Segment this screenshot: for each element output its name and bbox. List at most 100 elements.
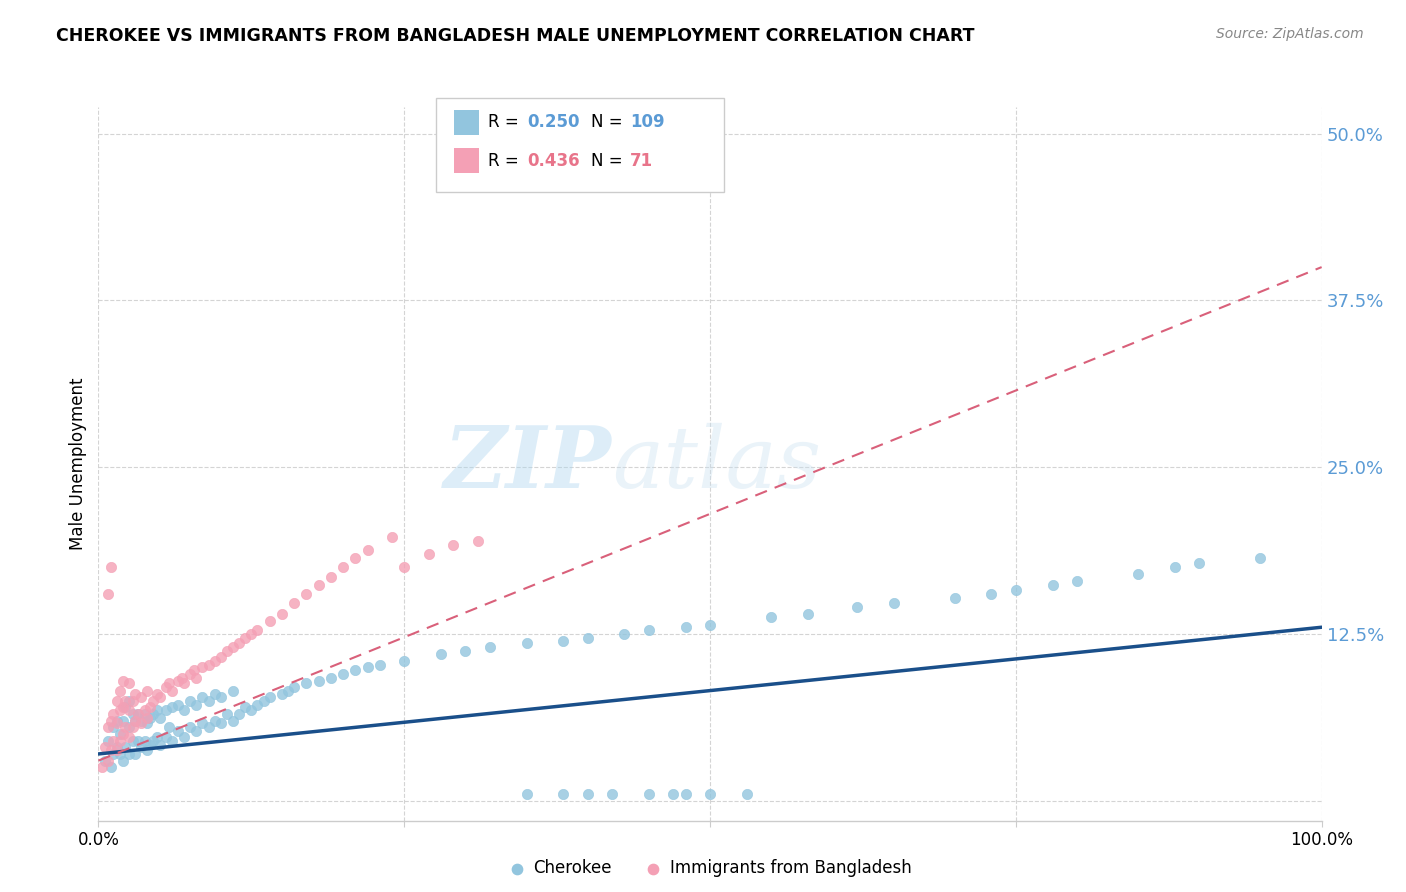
Point [553, 787, 575, 801]
Point [270, 687, 294, 701]
Point [980, 587, 1002, 601]
Point [209, 690, 232, 704]
Point [392, 654, 416, 668]
Point [576, 787, 599, 801]
Point [344, 550, 367, 565]
Point [270, 607, 294, 621]
Point [186, 671, 208, 685]
Point [105, 714, 128, 728]
Point [121, 693, 143, 707]
Point [110, 733, 132, 747]
Point [160, 733, 183, 747]
Point [111, 714, 134, 728]
Point [155, 680, 177, 694]
Point [114, 720, 136, 734]
Point [454, 644, 477, 658]
Point [392, 560, 416, 574]
Text: 109: 109 [630, 113, 665, 131]
Point [332, 560, 354, 574]
Point [118, 676, 141, 690]
Point [637, 787, 661, 801]
Point [136, 743, 159, 757]
Point [93, 754, 115, 768]
Point [233, 700, 256, 714]
Point [114, 740, 136, 755]
Text: 0.250: 0.250 [527, 113, 579, 131]
Point [222, 640, 245, 655]
Point [576, 631, 599, 645]
Text: R =: R = [488, 113, 524, 131]
Point [118, 730, 141, 744]
Point [139, 711, 162, 725]
Point [204, 714, 226, 728]
Point [179, 720, 201, 734]
Point [675, 787, 697, 801]
Point [344, 663, 367, 677]
Point [146, 730, 169, 744]
Point [197, 657, 219, 672]
Point [142, 693, 165, 707]
Point [381, 529, 404, 543]
Point [121, 706, 143, 721]
Point [1042, 577, 1064, 591]
Point [160, 700, 183, 714]
Point [100, 760, 122, 774]
Text: 71: 71 [630, 152, 652, 169]
Point [295, 587, 318, 601]
Point [129, 690, 152, 704]
Point [101, 747, 124, 761]
Point [215, 706, 238, 721]
Point [1128, 566, 1150, 581]
Point [699, 787, 721, 801]
Point [101, 733, 124, 747]
Point [101, 720, 124, 734]
Point [204, 687, 226, 701]
Point [467, 533, 489, 548]
Point [118, 693, 141, 707]
Text: CHEROKEE VS IMMIGRANTS FROM BANGLADESH MALE UNEMPLOYMENT CORRELATION CHART: CHEROKEE VS IMMIGRANTS FROM BANGLADESH M… [56, 27, 974, 45]
Text: Source: ZipAtlas.com: Source: ZipAtlas.com [1216, 27, 1364, 41]
Point [600, 787, 623, 801]
Point [204, 654, 226, 668]
Point [356, 660, 378, 674]
Point [191, 690, 214, 704]
Point [136, 684, 159, 698]
Point [136, 711, 159, 725]
Point [110, 747, 132, 761]
Point [332, 667, 354, 681]
Point [553, 633, 575, 648]
Point [186, 724, 208, 739]
Point [111, 673, 134, 688]
Point [105, 743, 128, 757]
Point [308, 673, 330, 688]
Point [167, 673, 190, 688]
Point [1249, 550, 1271, 565]
Point [111, 727, 134, 741]
Point [943, 591, 966, 605]
Point [157, 720, 180, 734]
Point [173, 703, 195, 717]
Point [146, 687, 169, 701]
Point [139, 738, 162, 752]
Point [124, 687, 146, 701]
Point [127, 733, 149, 747]
Point [319, 671, 342, 685]
Point [1004, 582, 1026, 597]
Point [139, 700, 162, 714]
Point [277, 684, 299, 698]
Point [179, 693, 201, 707]
Text: R =: R = [488, 152, 524, 169]
Point [883, 596, 905, 610]
Point [129, 740, 152, 755]
Point [368, 657, 391, 672]
Point [209, 649, 232, 664]
Point [114, 693, 136, 707]
Point [209, 716, 232, 731]
Point [149, 690, 172, 704]
Point [197, 693, 219, 707]
Point [155, 730, 177, 744]
Point [114, 700, 136, 714]
Point [142, 706, 165, 721]
Point [478, 640, 501, 655]
Point [170, 671, 193, 685]
